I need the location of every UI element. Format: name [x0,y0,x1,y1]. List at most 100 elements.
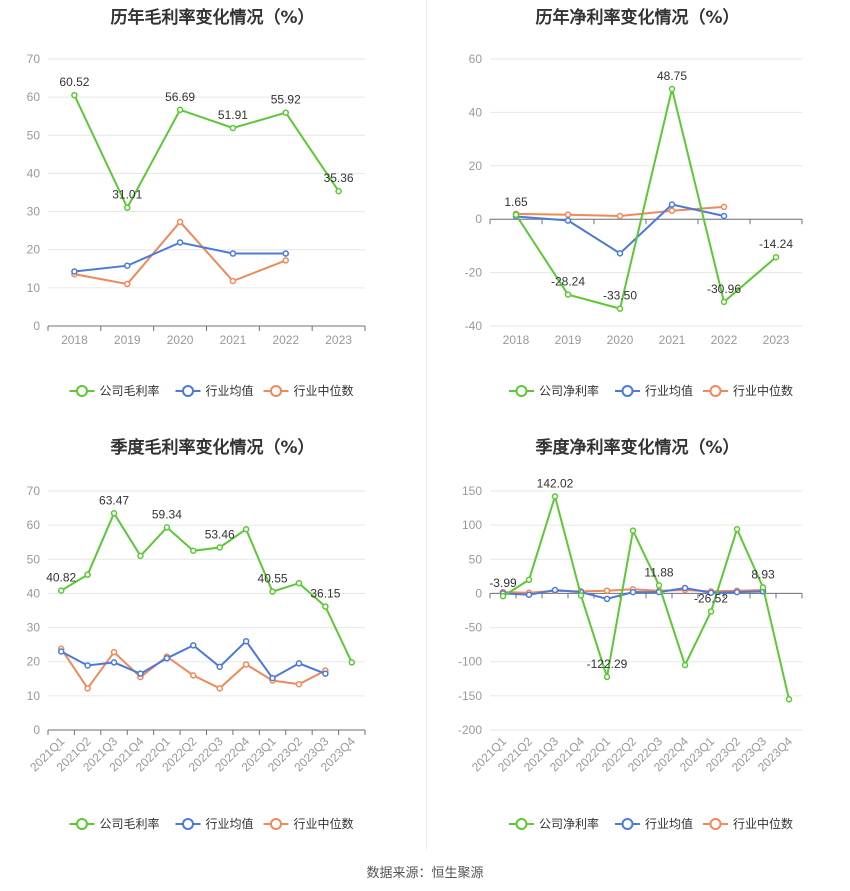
data-point-公司毛利率 [242,525,250,533]
data-point-行业中位数 [603,587,611,594]
legend-label: 行业中位数 [733,383,793,398]
x-tick-label: 2022 [711,333,738,347]
data-label: 48.75 [657,69,687,83]
chart-title: 季度毛利率变化情况（%） [110,438,315,458]
data-point-公司净利率 [629,527,637,534]
panel-divider [426,0,427,850]
x-tick-label: 2018 [61,333,88,347]
legend-item-公司净利率: 公司净利率 [509,816,599,831]
chart-annual-gross-margin: 0 10 20 30 40 50 60 70 2018 2019 2020 2021 2022 2023 6… [27,52,366,398]
legend-label: 行业中位数 [733,816,793,831]
chart-quarterly-net-margin: -200-150-100-500501001502021Q12021Q22021… [458,476,803,831]
data-point-行业均值 [551,586,559,594]
data-point-公司毛利率 [124,204,131,211]
data-point-行业中位数 [282,257,289,264]
data-point-行业均值 [707,589,715,596]
y-tick-label: 20 [469,159,483,173]
data-label: 53.46 [205,527,235,541]
legend-label: 行业均值 [645,383,693,398]
data-point-行业中位数 [124,280,131,288]
data-point-行业均值 [629,588,637,596]
y-tick-label: 40 [27,166,41,180]
chart-panel-annual-gross-margin: 历年毛利率变化情况（%） 0 10 20 30 40 50 60 70 2018 2019 2020… [0,0,425,410]
data-label: 59.34 [152,507,182,521]
legend-marker [76,385,88,397]
y-tick-label: -100 [458,655,482,669]
data-point-公司净利率 [785,696,793,703]
data-point-行业中位数 [616,212,624,220]
legend-marker [621,818,634,830]
series-line-行业中位数 [60,648,326,691]
legend-marker [182,385,194,397]
data-point-公司净利率 [616,305,624,312]
data-point-行业均值 [71,268,78,275]
data-point-行业均值 [176,239,184,246]
y-tick-label: -20 [465,266,483,280]
data-point-行业中位数 [295,680,303,688]
legend-marker [709,818,722,830]
data-point-行业均值 [163,655,171,662]
data-point-行业中位数 [720,203,728,211]
chart-title: 历年净利率变化情况（%） [535,8,740,28]
data-point-公司净利率 [525,576,533,584]
y-tick-label: 20 [27,655,41,669]
series-line-公司毛利率 [73,94,340,210]
legend-item-行业中位数: 行业中位数 [263,383,354,398]
chart-annual-net-margin: -40 -20 0 20 40 60 2018 2019 2020 2021 2022 2023 1.6… [465,52,803,398]
legend-item-行业均值: 行业均值 [615,383,693,398]
data-point-公司毛利率 [110,510,118,517]
data-label: 55.92 [271,93,301,107]
y-tick-label: 10 [27,689,41,703]
data-point-行业均值 [229,250,237,257]
data-label: 40.82 [46,571,76,585]
data-point-行业均值 [733,588,741,596]
y-tick-label: -200 [458,723,482,737]
legend-item-行业均值: 行业均值 [175,383,254,398]
data-point-公司净利率 [681,661,689,669]
y-tick-label: 70 [27,52,41,66]
data-point-公司毛利率 [190,547,197,554]
y-tick-label: 50 [27,128,41,142]
chart-quarterly-gross-margin: 0102030405060702021Q12021Q22021Q32021Q42… [27,484,366,831]
data-point-行业中位数 [190,672,197,679]
data-point-公司净利率 [759,584,767,591]
data-point-公司毛利率 [269,588,276,595]
y-tick-label: 40 [469,105,483,119]
legend-label: 行业中位数 [294,383,354,398]
legend-label: 行业均值 [206,816,254,831]
y-tick-label: 0 [33,319,40,333]
x-tick-label: 2020 [607,333,634,347]
data-point-行业均值 [616,250,624,257]
data-point-行业均值 [525,591,533,599]
data-point-行业中位数 [564,211,572,218]
data-label: 56.69 [165,90,195,104]
data-point-公司净利率 [707,608,715,615]
data-point-行业中位数 [216,685,223,692]
data-point-行业均值 [603,595,611,603]
legend-label: 行业均值 [645,816,693,831]
chart-panel-quarterly-gross-margin: 季度毛利率变化情况（%） 0 10 20 30 40 50 60 70 2021Q1 2021Q2… [0,430,425,850]
legend-label: 公司毛利率 [100,383,160,398]
data-point-行业均值 [681,584,689,592]
legend-marker [270,385,282,397]
y-tick-label: 30 [27,621,41,635]
data-point-行业均值 [216,663,223,671]
y-tick-label: -150 [458,689,482,703]
data-point-公司净利率 [668,85,676,93]
y-tick-label: 70 [27,484,41,498]
legend-marker [515,385,528,397]
data-label: 51.91 [218,108,248,122]
data-point-公司毛利率 [348,659,356,666]
data-label: 63.47 [99,493,129,507]
data-point-公司净利率 [551,493,559,500]
data-label: 35.36 [324,171,354,185]
data-point-公司毛利率 [84,571,91,578]
data-point-公司毛利率 [137,552,144,560]
data-point-行业均值 [110,659,118,666]
y-tick-label: 40 [27,586,41,600]
data-point-公司毛利率 [163,524,171,531]
data-point-公司毛利率 [216,544,223,551]
data-label: -3.99 [489,576,517,590]
legend-marker [76,818,88,830]
x-tick-label: 2021 [220,333,247,347]
